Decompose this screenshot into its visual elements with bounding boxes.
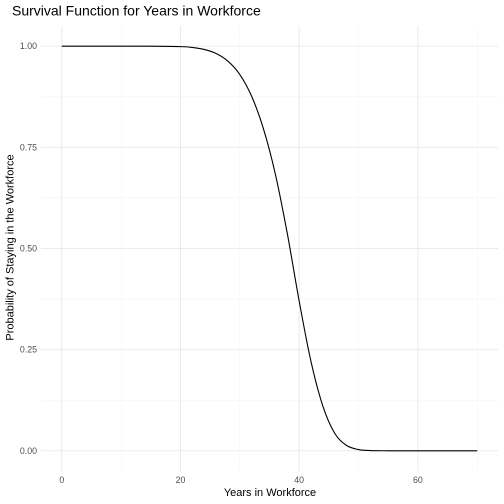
y-tick-labels: 0.00 0.25 0.50 0.75 1.00 xyxy=(20,41,37,456)
x-tick-label: 0 xyxy=(59,475,64,485)
x-tick-label: 60 xyxy=(413,475,423,485)
grid xyxy=(41,26,498,471)
y-tick-label: 1.00 xyxy=(20,41,37,51)
y-tick-label: 0.50 xyxy=(20,244,37,254)
y-axis-label: Probability of Staying in the Workforce xyxy=(5,154,17,340)
y-tick-label: 0.00 xyxy=(20,446,37,456)
x-tick-labels: 0 20 40 60 xyxy=(59,475,423,485)
x-tick-label: 40 xyxy=(294,475,304,485)
x-axis-label: Years in Workforce xyxy=(224,487,316,499)
chart-title: Survival Function for Years in Workforce xyxy=(12,3,261,19)
y-tick-label: 0.25 xyxy=(20,345,37,355)
y-tick-label: 0.75 xyxy=(20,142,37,152)
x-tick-label: 20 xyxy=(176,475,186,485)
series-layer xyxy=(61,45,478,452)
survival-curve-line xyxy=(61,45,478,452)
